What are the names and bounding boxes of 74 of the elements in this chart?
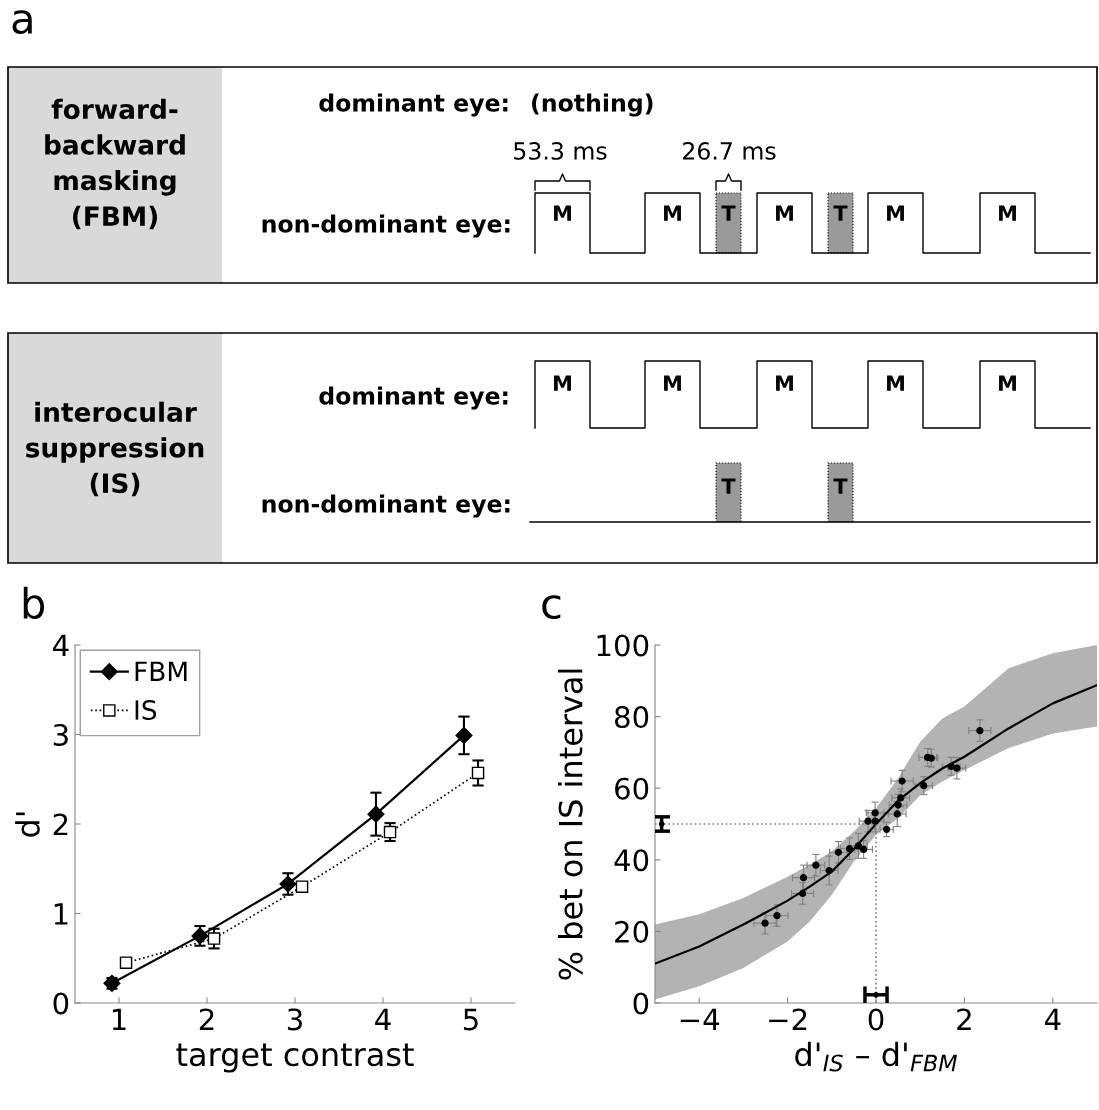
- x-tick-label: −4: [680, 1008, 720, 1031]
- point: [367, 805, 385, 823]
- legend-label: IS: [135, 700, 157, 720]
- text: M: [887, 375, 904, 391]
- point: [207, 932, 221, 945]
- text: M: [999, 205, 1016, 221]
- y-axis-title: d': [15, 812, 40, 837]
- x-tick-label: 5: [463, 1008, 478, 1031]
- text: non-dominant eye:: [262, 214, 510, 238]
- y-tick-label: 40: [614, 849, 649, 872]
- x-tick-label: 3: [287, 1008, 302, 1031]
- point: [873, 991, 879, 998]
- text: M: [554, 375, 571, 391]
- x-tick-label: 4: [1044, 1008, 1061, 1031]
- point: [455, 726, 473, 744]
- text: (nothing): [532, 93, 653, 117]
- text: T: [721, 478, 736, 494]
- y-tick-label: 4: [53, 634, 69, 657]
- text: T: [721, 205, 736, 221]
- chart-title: c: [542, 595, 561, 620]
- text: M: [664, 375, 681, 391]
- point: [976, 726, 984, 735]
- point: [893, 810, 901, 818]
- y-tick-label: 2: [53, 813, 68, 836]
- x-tick-label: 4: [375, 1008, 391, 1031]
- text: 53.3 ms: [514, 141, 607, 160]
- text: forward- backward masking (FBM): [45, 98, 185, 230]
- point: [471, 766, 485, 780]
- text: interocular suppression (IS): [26, 401, 204, 497]
- point: [834, 848, 843, 856]
- text: M: [999, 375, 1016, 391]
- text: dominant eye:: [319, 386, 508, 410]
- text: M: [887, 205, 904, 221]
- x-tick-label: 0: [868, 1008, 884, 1031]
- y-tick-label: 0: [53, 992, 69, 1015]
- text: dominant eye:: [319, 93, 508, 117]
- y-tick-label: 0: [633, 992, 649, 1015]
- y-tick-label: 3: [53, 723, 68, 746]
- text: non-dominant eye:: [262, 494, 510, 518]
- x-tick-label: 2: [957, 1008, 971, 1031]
- point: [825, 866, 833, 875]
- point: [383, 825, 397, 839]
- x-tick-label: 1: [112, 1008, 126, 1031]
- point: [812, 861, 820, 869]
- point: [799, 874, 808, 882]
- text: a: [12, 10, 32, 35]
- y-tick-label: 1: [54, 903, 68, 925]
- x-axis-title: target contrast: [176, 1043, 414, 1073]
- point: [798, 889, 807, 898]
- text: T: [833, 478, 848, 494]
- text: M: [664, 205, 681, 221]
- text: 26.7 ms: [683, 141, 776, 160]
- y-tick-label: 100: [597, 634, 649, 657]
- point: [773, 912, 781, 920]
- point: [295, 880, 309, 893]
- legend-label: FBM: [135, 661, 187, 681]
- text: M: [554, 205, 571, 221]
- text: M: [776, 375, 793, 391]
- x-tick-label: 2: [199, 1008, 214, 1031]
- line-series: [655, 683, 1097, 965]
- point: [898, 777, 906, 785]
- y-tick-label: 80: [615, 706, 649, 729]
- text: T: [833, 205, 848, 221]
- point: [845, 845, 854, 853]
- y-axis-title: % bet on IS interval: [558, 669, 583, 980]
- chart-title: b: [23, 586, 45, 620]
- x-axis-title: d'$_{IS}$ – d'$_{FBM}$: [795, 1041, 957, 1072]
- y-tick-label: 20: [615, 920, 649, 943]
- text: M: [776, 205, 793, 221]
- x-tick-label: −2: [769, 1008, 807, 1031]
- point: [953, 764, 961, 772]
- y-tick-label: 60: [615, 777, 649, 800]
- point: [658, 821, 665, 827]
- point: [761, 919, 769, 927]
